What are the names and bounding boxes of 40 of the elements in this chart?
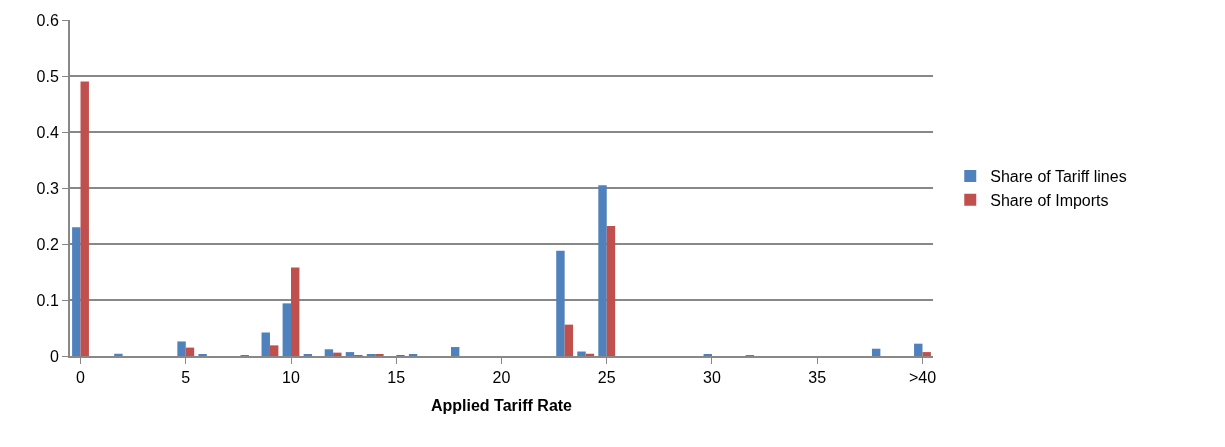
x-axis-title: Applied Tariff Rate (430, 397, 573, 415)
bar (577, 351, 586, 356)
bar (72, 227, 81, 356)
bar (324, 349, 334, 356)
bar (114, 353, 123, 356)
x-tick-label: 30 (703, 369, 721, 387)
bar (80, 81, 89, 356)
y-tick-label: 0.2 (36, 235, 59, 253)
bar (922, 352, 931, 356)
y-tick-label: 0 (49, 347, 59, 365)
legend-label: Share of Tariff lines (990, 168, 1127, 186)
bar (185, 347, 195, 356)
bar (914, 343, 923, 356)
x-tick-label: 5 (181, 369, 191, 387)
x-tick-label: 35 (808, 369, 827, 387)
bar (871, 348, 881, 356)
bar (333, 352, 342, 356)
y-tick-label: 0.5 (36, 67, 59, 85)
x-tick-label: 25 (597, 369, 616, 387)
bar (177, 341, 186, 356)
bar (282, 303, 292, 356)
x-tick-label: >40 (908, 369, 937, 387)
bar (269, 345, 279, 356)
x-tick-label: 10 (282, 369, 301, 387)
x-tick-label: 15 (387, 369, 406, 387)
bar (345, 352, 355, 356)
y-tick-label: 0.4 (36, 123, 59, 141)
y-tick-label: 0.3 (36, 179, 59, 197)
bar (564, 324, 574, 356)
bar (606, 226, 616, 356)
legend-label: Share of Imports (990, 191, 1109, 209)
bar (556, 250, 565, 356)
bar (261, 332, 270, 356)
bar (291, 267, 300, 356)
y-tick-label: 0.6 (36, 11, 59, 29)
x-tick-label: 0 (76, 369, 86, 387)
bar (450, 347, 460, 356)
x-tick-label: 20 (492, 369, 511, 387)
y-tick-label: 0.1 (36, 291, 59, 309)
bar (598, 185, 607, 356)
